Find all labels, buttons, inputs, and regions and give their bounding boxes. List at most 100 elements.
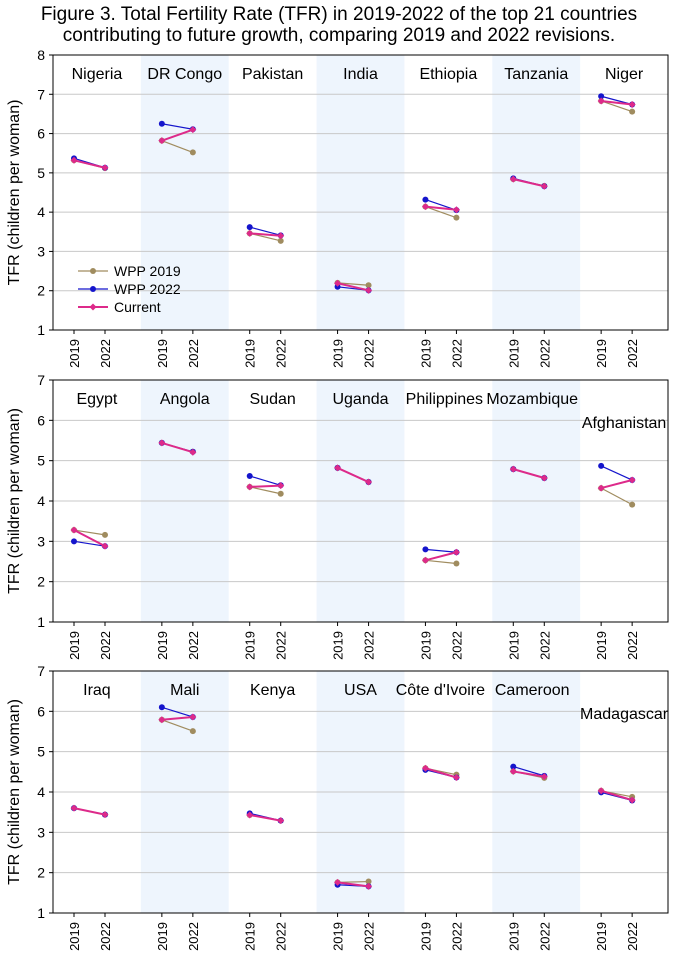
point-wpp2022	[598, 93, 605, 100]
series-line-current	[513, 178, 545, 188]
y-tick-label: 4	[37, 204, 45, 220]
point-current	[365, 882, 373, 890]
y-tick-label: 5	[37, 744, 45, 760]
x-tick-label: 2019	[155, 922, 170, 951]
point-current	[277, 232, 285, 240]
series-line-current	[249, 814, 281, 822]
x-tick-label: 2022	[274, 631, 289, 660]
y-tick-label: 7	[37, 663, 45, 679]
x-tick-label: 2022	[274, 339, 289, 368]
x-tick-label: 2019	[243, 631, 258, 660]
series-line-current	[513, 770, 545, 778]
point-wpp2019	[365, 878, 372, 885]
series-line-current	[161, 441, 194, 454]
legend-marker	[89, 303, 97, 311]
series-line-current	[337, 881, 369, 888]
y-tick-label: 6	[37, 412, 45, 428]
point-current	[70, 804, 78, 812]
x-tick-label: 2022	[186, 339, 201, 368]
point-wpp2022	[510, 763, 517, 770]
series-line-current	[601, 99, 633, 106]
point-current	[452, 206, 460, 214]
point-wpp2019	[189, 728, 196, 735]
legend-marker	[90, 268, 96, 274]
x-tick-label: 2019	[67, 339, 82, 368]
x-tick-label: 2022	[449, 631, 464, 660]
point-wpp2022	[422, 546, 429, 553]
y-tick-label: 1	[37, 614, 45, 630]
legend-label: WPP 2019	[114, 263, 181, 279]
series-line-current	[249, 484, 281, 488]
y-tick-label: 2	[37, 865, 45, 881]
chart-panel-3: 1 2 3 4 5 6 7 TFR (children per woman) Iraq 2019 2…	[6, 663, 669, 951]
country-label: Iraq	[83, 682, 111, 699]
y-axis-label: TFR (children per woman)	[6, 408, 23, 594]
series-line-current	[73, 807, 106, 816]
point-current	[421, 203, 429, 211]
country-label: Tanzania	[504, 66, 568, 83]
series-line-current	[425, 205, 457, 211]
x-tick-label: 2022	[186, 631, 201, 660]
point-current	[101, 811, 109, 819]
point-wpp2019	[277, 237, 284, 244]
x-tick-label: 2022	[362, 339, 377, 368]
x-tick-label: 2019	[331, 631, 346, 660]
point-current	[509, 465, 517, 473]
point-current	[628, 796, 636, 804]
series-line-wpp2022	[161, 706, 194, 718]
point-current	[365, 478, 373, 486]
plot-frame	[52, 54, 669, 331]
point-current	[597, 97, 605, 105]
series-line-wpp2019	[161, 140, 194, 153]
point-current	[158, 439, 166, 447]
point-current	[158, 137, 166, 145]
series-line-wpp2019	[161, 719, 194, 732]
country-label: Côte d'Ivoire	[396, 682, 485, 699]
point-current	[597, 787, 605, 795]
country-label: USA	[344, 682, 377, 699]
point-current	[334, 464, 342, 472]
point-current	[452, 773, 460, 781]
country-label: Ethiopia	[419, 66, 477, 83]
point-current	[277, 482, 285, 490]
x-tick-label: 2022	[362, 922, 377, 951]
x-tick-label: 2022	[537, 631, 552, 660]
x-tick-label: 2019	[67, 922, 82, 951]
country-label: Nigeria	[72, 66, 123, 83]
y-tick-label: 1	[37, 322, 45, 338]
country-label: Sudan	[250, 391, 296, 408]
point-wpp2019	[365, 282, 372, 289]
country-label: Niger	[605, 66, 644, 83]
y-tick-label: 4	[37, 493, 45, 509]
y-tick-label: 3	[37, 533, 45, 549]
x-tick-label: 2019	[155, 339, 170, 368]
x-tick-label: 2019	[331, 339, 346, 368]
x-tick-label: 2022	[625, 339, 640, 368]
series-line-current	[600, 789, 633, 802]
series-line-wpp2022	[425, 548, 457, 553]
x-tick-label: 2019	[418, 631, 433, 660]
point-wpp2019	[102, 531, 108, 538]
series-line-wpp2019	[425, 559, 457, 565]
legend-label: Current	[114, 299, 161, 315]
y-axis-label: TFR (children per woman)	[6, 100, 23, 286]
country-label: Mali	[170, 682, 199, 699]
x-tick-label: 2022	[98, 922, 113, 951]
point-current	[246, 483, 254, 491]
x-tick-label: 2019	[418, 922, 433, 951]
x-tick-label: 2022	[98, 631, 113, 660]
point-wpp2022	[71, 538, 77, 545]
point-wpp2019	[453, 214, 460, 221]
series-line-wpp2022	[249, 226, 281, 236]
point-current	[246, 811, 254, 819]
point-wpp2022	[246, 224, 253, 231]
series-line-current	[600, 479, 633, 490]
point-current	[101, 542, 109, 550]
x-tick-label: 2019	[331, 922, 346, 951]
y-tick-label: 6	[37, 126, 45, 142]
point-wpp2022	[334, 283, 341, 290]
series-line-wpp2019	[600, 487, 633, 506]
country-label: DR Congo	[147, 66, 222, 83]
point-current	[277, 817, 285, 825]
point-current	[334, 878, 342, 886]
